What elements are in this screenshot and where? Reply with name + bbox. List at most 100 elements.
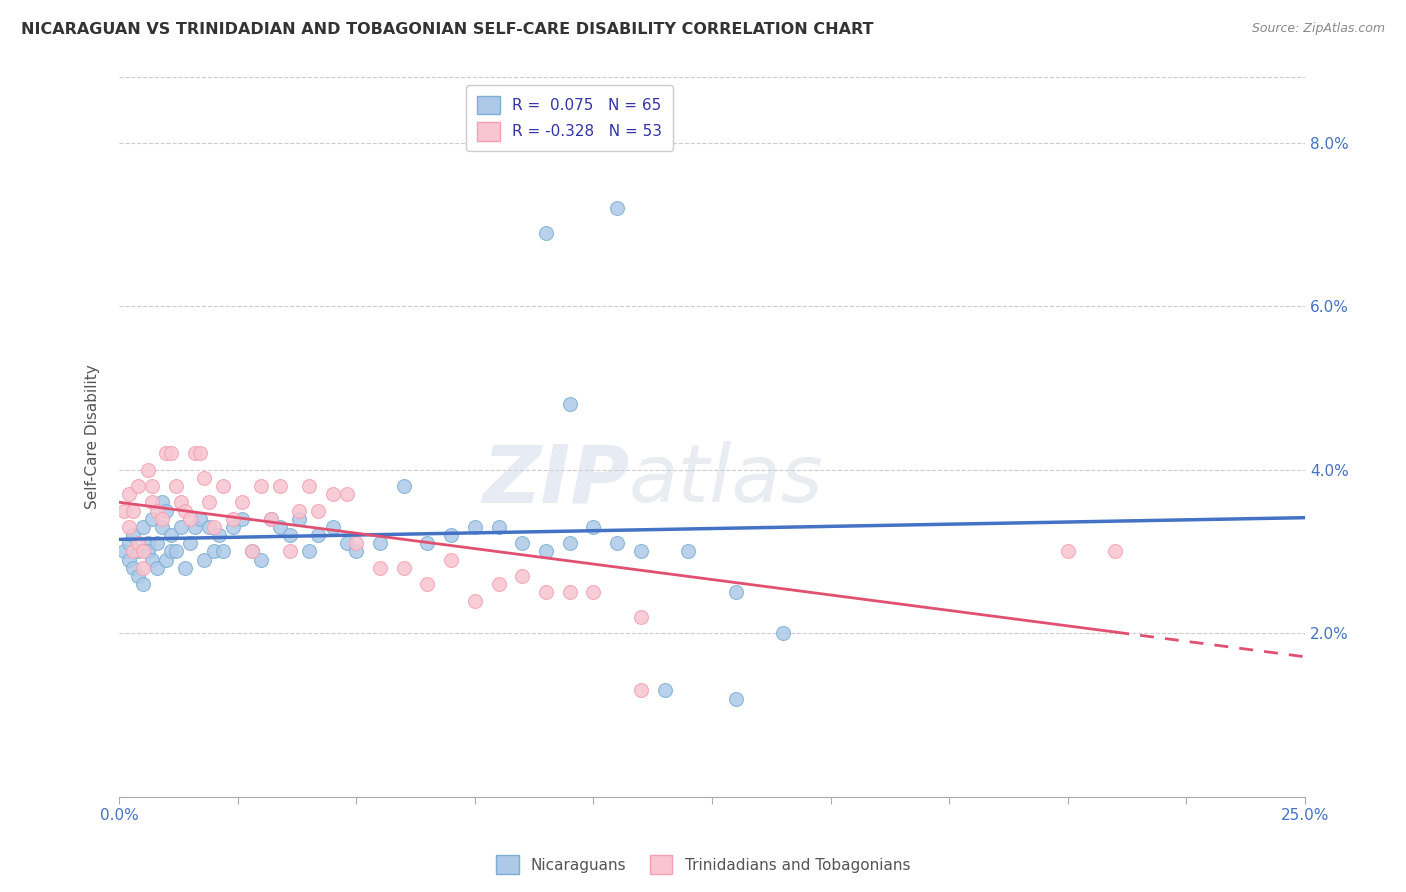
Point [534,226,557,240]
Point [250,479,273,493]
Point [558,585,581,599]
Point [222,512,245,526]
Point [141,512,163,526]
Point [136,536,159,550]
Point [336,536,359,550]
Point [188,446,211,460]
Text: Source: ZipAtlas.com: Source: ZipAtlas.com [1251,22,1385,36]
Point [392,561,415,575]
Point [117,487,139,501]
Point [132,544,155,558]
Point [344,536,367,550]
Point [416,577,439,591]
Point [188,512,211,526]
Point [298,544,321,558]
Point [464,520,486,534]
Point [288,512,311,526]
Point [198,520,221,534]
Point [368,561,391,575]
Point [336,487,359,501]
Y-axis label: Self-Care Disability: Self-Care Disability [86,365,100,509]
Point [208,528,231,542]
Point [141,479,163,493]
Legend: Nicaraguans, Trinidadians and Tobagonians: Nicaraguans, Trinidadians and Tobagonian… [489,849,917,880]
Point [202,544,225,558]
Point [184,520,207,534]
Point [222,520,245,534]
Point [127,536,149,550]
Point [772,626,794,640]
Point [534,585,557,599]
Text: atlas: atlas [628,442,824,519]
Point [122,544,145,558]
Point [212,479,235,493]
Point [630,683,652,698]
Point [440,528,463,542]
Point [307,528,329,542]
Point [240,544,263,558]
Point [136,463,159,477]
Point [240,544,263,558]
Point [141,552,163,566]
Point [170,520,193,534]
Point [141,495,163,509]
Point [170,495,193,509]
Point [307,503,329,517]
Point [322,487,344,501]
Point [160,528,183,542]
Point [724,585,747,599]
Point [184,446,207,460]
Point [179,536,201,550]
Point [127,544,149,558]
Point [440,552,463,566]
Point [155,446,177,460]
Point [179,512,201,526]
Point [322,520,344,534]
Point [132,520,155,534]
Point [165,479,187,493]
Point [132,577,155,591]
Point [392,479,415,493]
Point [606,536,628,550]
Point [231,495,253,509]
Point [174,561,197,575]
Point [464,593,486,607]
Point [160,544,183,558]
Point [117,520,139,534]
Point [136,544,159,558]
Point [298,479,321,493]
Point [117,536,139,550]
Point [630,544,652,558]
Point [250,552,273,566]
Point [558,397,581,411]
Point [1104,544,1126,558]
Point [127,479,149,493]
Point [132,561,155,575]
Point [146,536,169,550]
Point [488,577,510,591]
Point [150,520,173,534]
Point [654,683,676,698]
Point [606,201,628,215]
Point [269,520,291,534]
Legend: R =  0.075   N = 65, R = -0.328   N = 53: R = 0.075 N = 65, R = -0.328 N = 53 [467,85,673,152]
Point [724,691,747,706]
Point [678,544,700,558]
Point [155,503,177,517]
Point [198,495,221,509]
Point [288,503,311,517]
Point [344,544,367,558]
Point [278,544,301,558]
Point [260,512,283,526]
Point [368,536,391,550]
Point [150,495,173,509]
Point [582,520,605,534]
Point [212,544,235,558]
Point [488,520,510,534]
Point [112,503,135,517]
Point [117,552,139,566]
Point [112,544,135,558]
Point [534,544,557,558]
Point [127,569,149,583]
Point [122,503,145,517]
